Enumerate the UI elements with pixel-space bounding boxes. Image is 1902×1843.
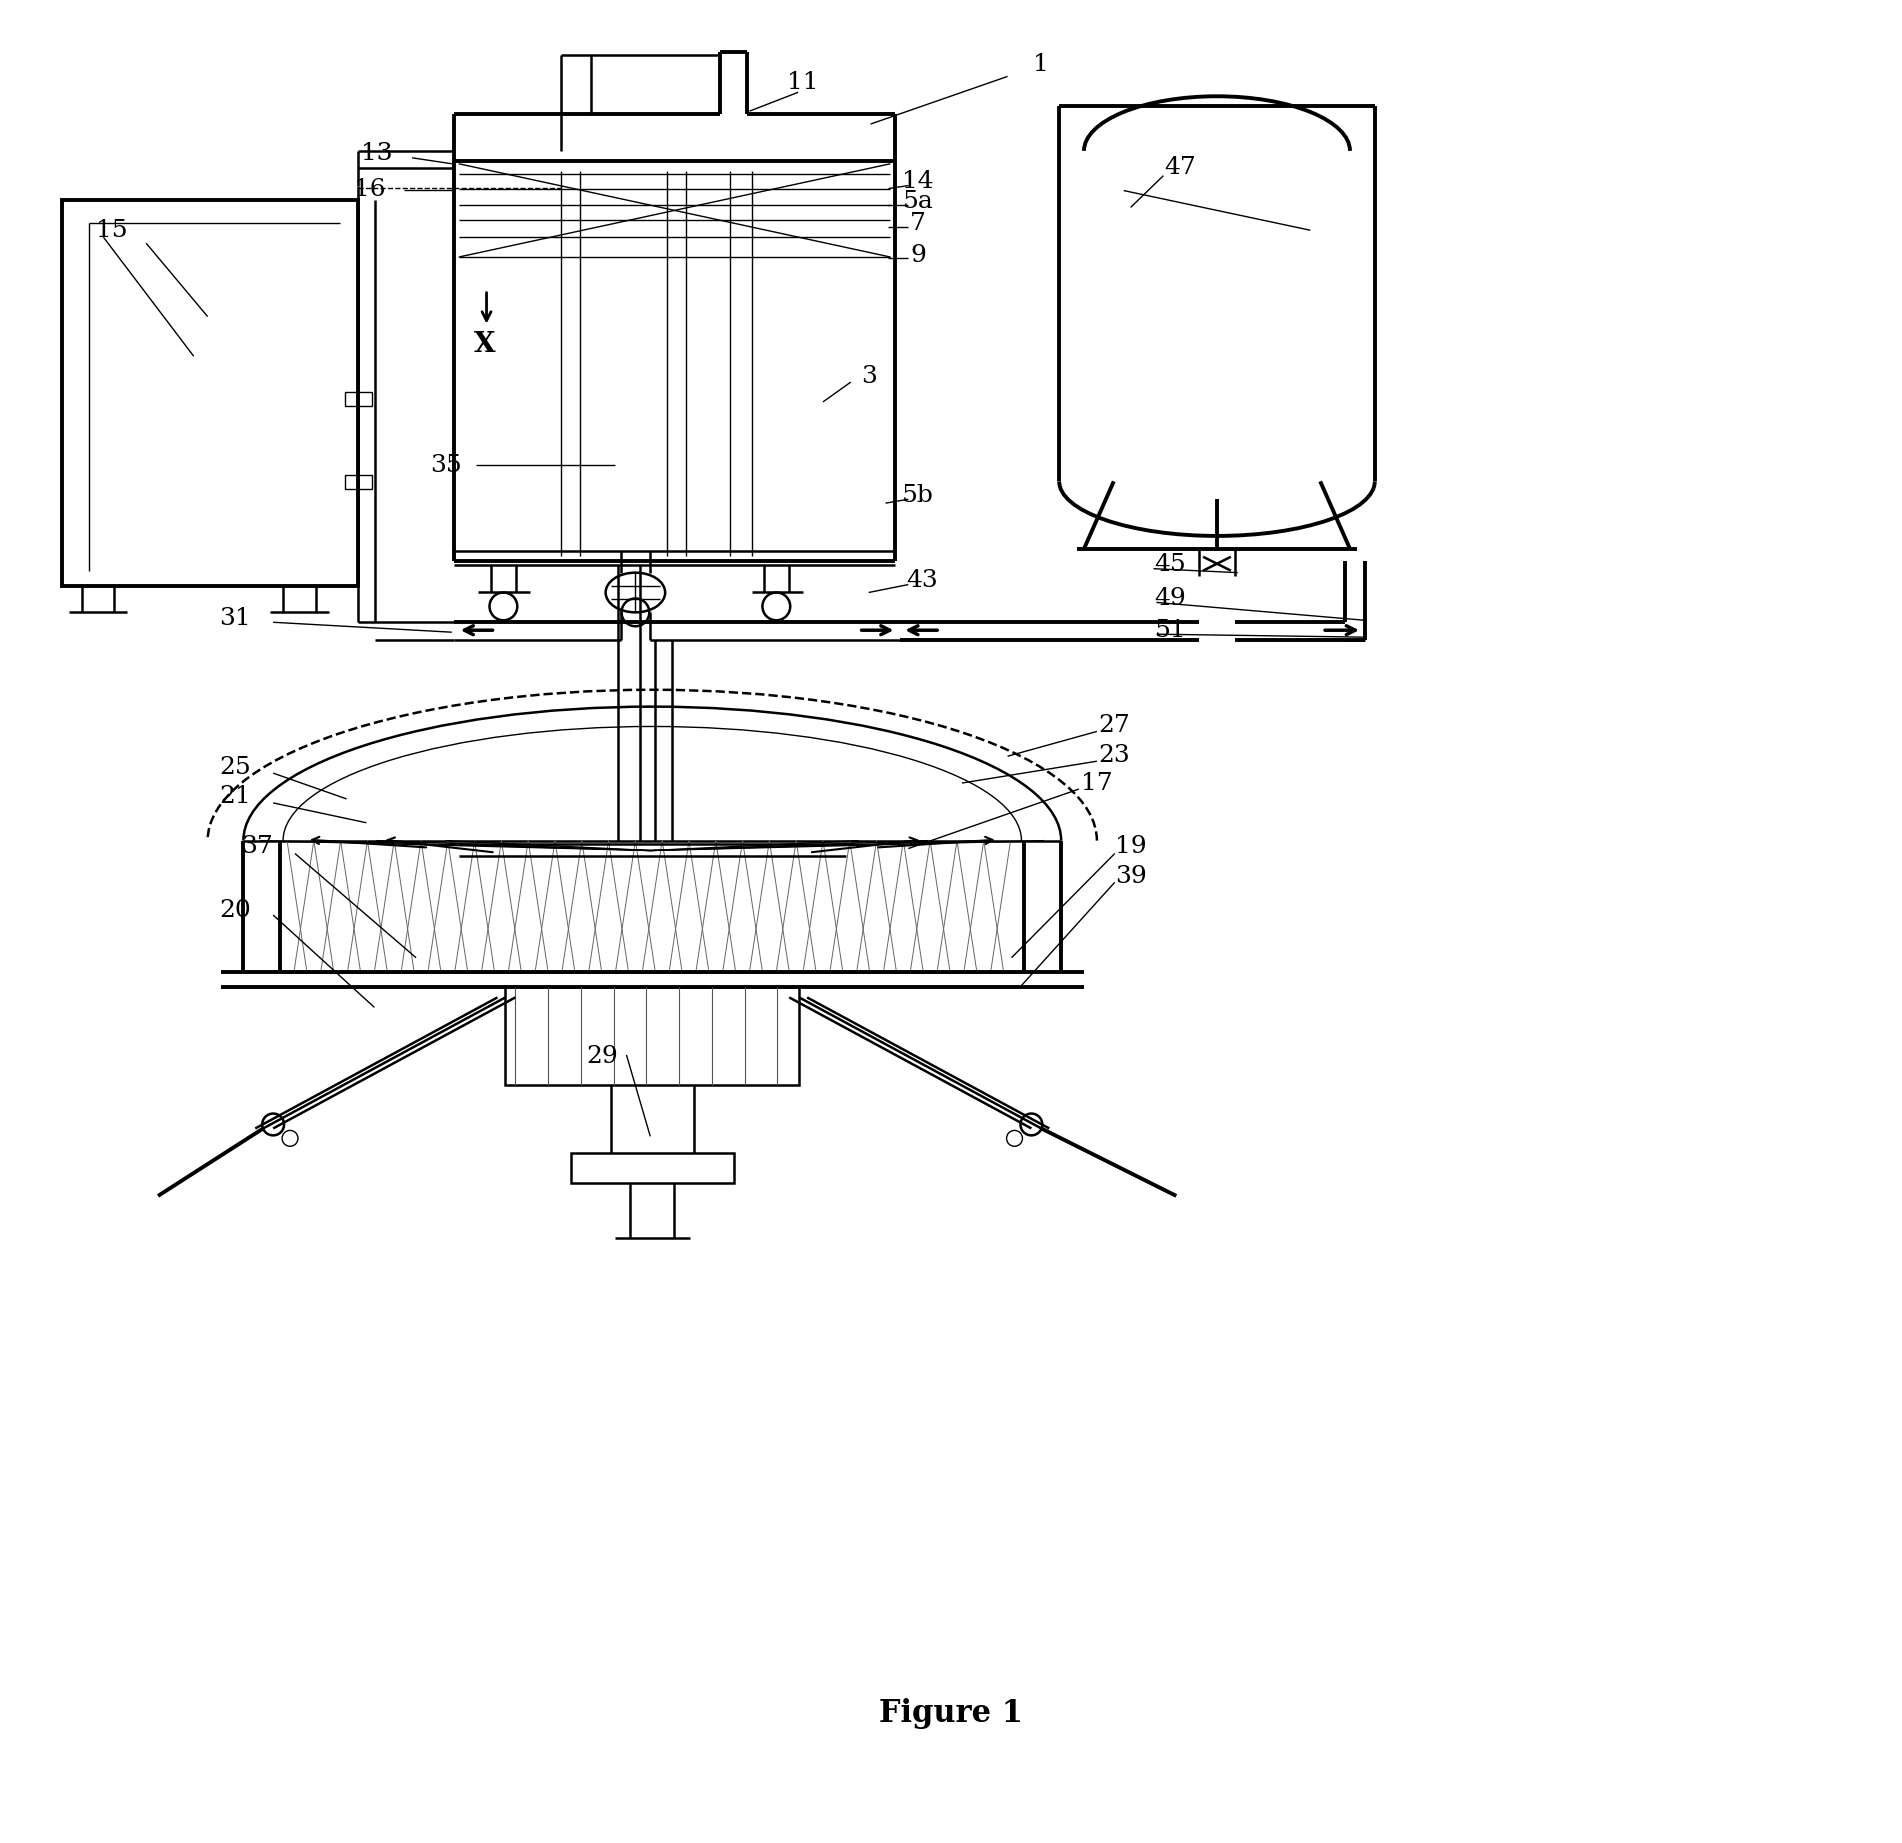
Text: 7: 7 bbox=[911, 212, 926, 234]
Text: 1: 1 bbox=[1033, 53, 1050, 76]
Text: 5a: 5a bbox=[903, 190, 934, 214]
Text: 37: 37 bbox=[242, 835, 274, 859]
Text: 47: 47 bbox=[1164, 157, 1196, 179]
Text: 14: 14 bbox=[902, 170, 934, 194]
Text: 3: 3 bbox=[862, 365, 877, 387]
Text: 5b: 5b bbox=[902, 483, 934, 507]
Bar bbox=[344, 393, 373, 405]
Text: 51: 51 bbox=[1155, 619, 1187, 641]
Text: 23: 23 bbox=[1097, 745, 1130, 767]
Text: 45: 45 bbox=[1155, 553, 1187, 577]
Text: 15: 15 bbox=[95, 219, 127, 241]
Bar bbox=[571, 1154, 734, 1183]
Text: 49: 49 bbox=[1155, 586, 1187, 610]
Text: 25: 25 bbox=[219, 756, 251, 780]
Text: X: X bbox=[474, 332, 495, 358]
Text: 43: 43 bbox=[907, 569, 938, 592]
Bar bbox=[506, 988, 799, 1086]
Text: 35: 35 bbox=[430, 453, 462, 477]
Text: 19: 19 bbox=[1115, 835, 1147, 859]
Text: 27: 27 bbox=[1097, 713, 1130, 737]
Text: 29: 29 bbox=[588, 1045, 618, 1069]
Text: Figure 1: Figure 1 bbox=[879, 1699, 1023, 1729]
Text: 21: 21 bbox=[219, 785, 251, 809]
Text: 9: 9 bbox=[911, 243, 926, 267]
Text: 39: 39 bbox=[1115, 864, 1147, 888]
Text: 20: 20 bbox=[219, 899, 251, 922]
Bar bbox=[344, 475, 373, 488]
Text: 13: 13 bbox=[361, 142, 392, 166]
Text: 17: 17 bbox=[1080, 772, 1113, 794]
Bar bbox=[61, 201, 358, 586]
Text: 11: 11 bbox=[787, 70, 820, 94]
Text: 31: 31 bbox=[219, 606, 251, 630]
Text: 16: 16 bbox=[354, 179, 386, 201]
